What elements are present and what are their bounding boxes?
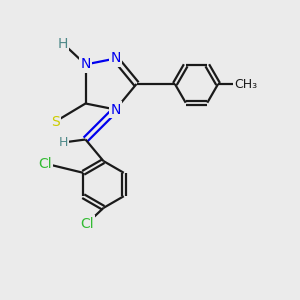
Text: Cl: Cl: [38, 157, 52, 170]
Text: N: N: [110, 52, 121, 65]
Text: H: H: [58, 136, 68, 149]
Text: N: N: [110, 103, 121, 116]
Text: Cl: Cl: [80, 217, 94, 230]
Text: H: H: [58, 37, 68, 50]
Text: CH₃: CH₃: [234, 77, 258, 91]
Text: S: S: [51, 115, 60, 128]
Text: N: N: [80, 58, 91, 71]
